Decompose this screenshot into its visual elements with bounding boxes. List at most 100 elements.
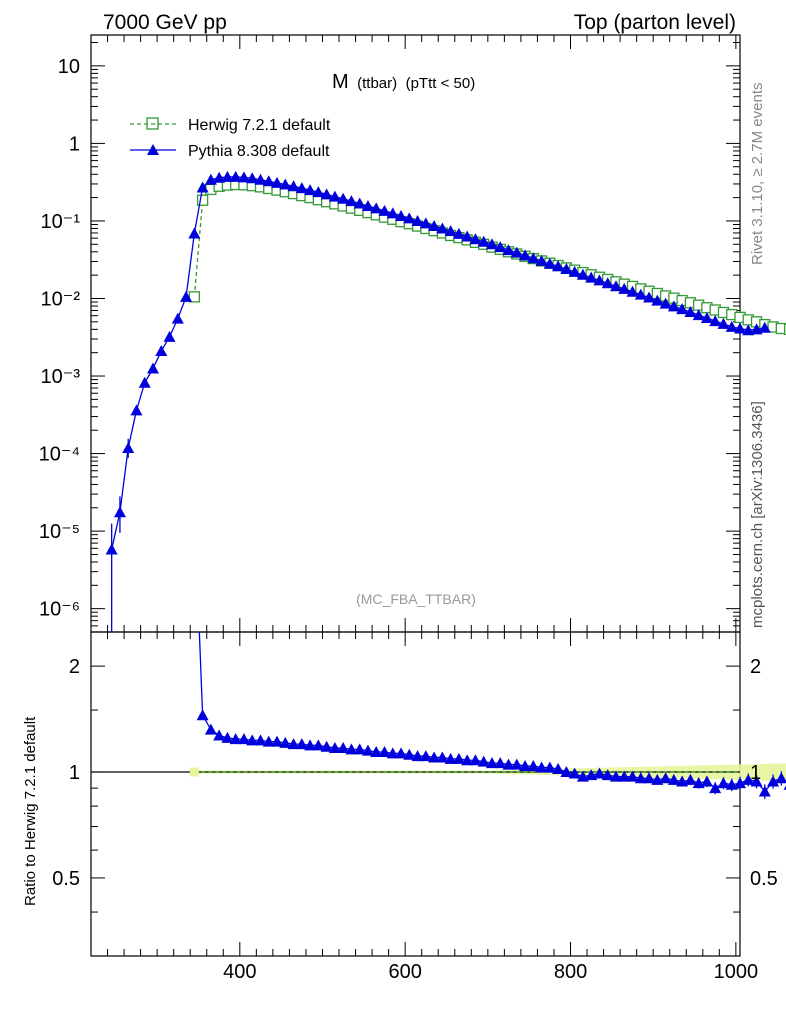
pythia-point [568,265,581,277]
pythia-point [626,285,639,297]
herwig-ratio-point [189,767,199,777]
pythia-point [395,209,408,221]
pythia-point [510,246,523,258]
y-tick-label-main: 10⁻⁶ [39,599,80,621]
x-tick-label: 800 [554,961,587,983]
legend-pythia-label: Pythia 8.308 default [188,143,330,160]
pythia-point [709,315,722,327]
ratio-band-bin [760,763,769,781]
y-tick-label-ratio: 0.5 [52,868,80,890]
pythia-ratio-point [254,734,267,746]
pythia-ratio-point [353,743,366,755]
ratio-band-bin [768,763,778,781]
pythia-point [237,171,250,183]
pythia-ratio-point [287,738,300,750]
pythia-point [361,199,374,211]
pythia-point [345,195,358,207]
pythia-ratio-point [304,739,317,751]
pythia-point [667,300,680,312]
pythia-point [312,186,325,198]
pythia-point [543,257,556,269]
pythia-point [246,172,259,184]
legend-herwig-marker [146,117,159,130]
pythia-point [485,238,498,250]
pythia-point [560,263,573,275]
pythia-point [320,188,333,200]
pythia-point [618,282,631,294]
pythia-point [428,220,441,232]
pythia-point [452,227,465,239]
main-series [105,170,786,632]
pythia-point [634,288,647,300]
pythia-ratio-point [345,743,358,755]
pythia-point [494,241,507,253]
pythia-point [552,260,565,272]
legend-herwig-label: Herwig 7.2.1 default [188,117,331,134]
pythia-ratio-point [461,754,474,766]
y-tick-label-ratio-right: 0.5 [750,868,778,890]
pythia-point [593,274,606,286]
y-tick-label-main: 10 [58,56,80,78]
pythia-ratio-point [510,758,523,770]
plot-title-sub: (ttbar) [357,75,397,92]
rivet-label: Rivet 3.1.10, ≥ 2.7M events [749,83,766,266]
pythia-point [163,330,176,342]
pythia-ratio-point [378,745,391,757]
pythia-point [386,207,399,219]
pythia-point [353,197,366,209]
y-tick-label-main: 10⁻³ [41,366,81,388]
pythia-ratio-point [204,723,217,735]
y-tick-label-main: 10⁻⁵ [39,521,80,543]
pythia-point [725,320,738,332]
herwig-point [196,194,209,206]
pythia-point [717,317,730,329]
pythia-ratio-point [775,772,786,784]
y-tick-label-ratio-right: 2 [750,656,761,678]
watermark-label: (MC_FBA_TTBAR) [356,591,476,607]
pythia-point [609,280,622,292]
pythia-ratio-point [527,760,540,772]
y-tick-label-main: 10⁻² [41,288,81,310]
pythia-point [419,217,432,229]
pythia-ratio-point [452,752,465,764]
pythia-ratio-point [419,750,432,762]
pythia-point [742,324,755,336]
pythia-point [411,214,424,226]
pythia-point [213,171,226,183]
herwig-point [783,323,786,335]
pythia-point [444,225,457,237]
pythia-ratio-point [783,785,786,790]
pythia-point [188,227,201,239]
pythia-ratio-point [213,729,226,741]
plot-title-rest: (pTtt < 50) [406,75,476,92]
y-tick-label-ratio: 1 [69,762,80,784]
pythia-point [337,192,350,204]
pythia-ratio-point [337,742,350,754]
pythia-point [304,184,317,196]
mcplots-label: mcplots.cern.ch [arXiv:1306.3436] [749,401,766,628]
pythia-ratio-point [196,709,209,721]
pythia-point [758,321,771,333]
pythia-point [576,268,589,280]
pythia-point [692,309,705,321]
pythia-ratio-point [237,733,250,745]
pythia-point [155,345,168,357]
pythia-ratio-point [485,757,498,769]
pythia-point [262,175,275,187]
pythia-ratio-point [395,747,408,759]
tick-labels: 400 600 800 1000 10 1 10⁻¹ 10⁻² 10⁻³ 10⁻⁴ 10⁻⁵ 10⁻⁶… [39,56,778,983]
pythia-ratio-point [403,748,416,760]
pythia-point [147,362,160,374]
pythia-point [295,182,308,194]
pythia-point [585,271,598,283]
pythia-ratio-point [543,761,556,773]
pythia-point [643,291,656,303]
y-tick-label-main: 1 [69,133,80,155]
pythia-point [519,249,532,261]
pythia-ratio-point [444,752,457,764]
ratio-y-axis-label: Ratio to Herwig 7.2.1 default [22,716,39,906]
pythia-point [138,376,151,388]
pythia-ratio-point [568,767,581,779]
ratio-band-bin [744,764,753,781]
pythia-ratio-point [477,755,490,767]
